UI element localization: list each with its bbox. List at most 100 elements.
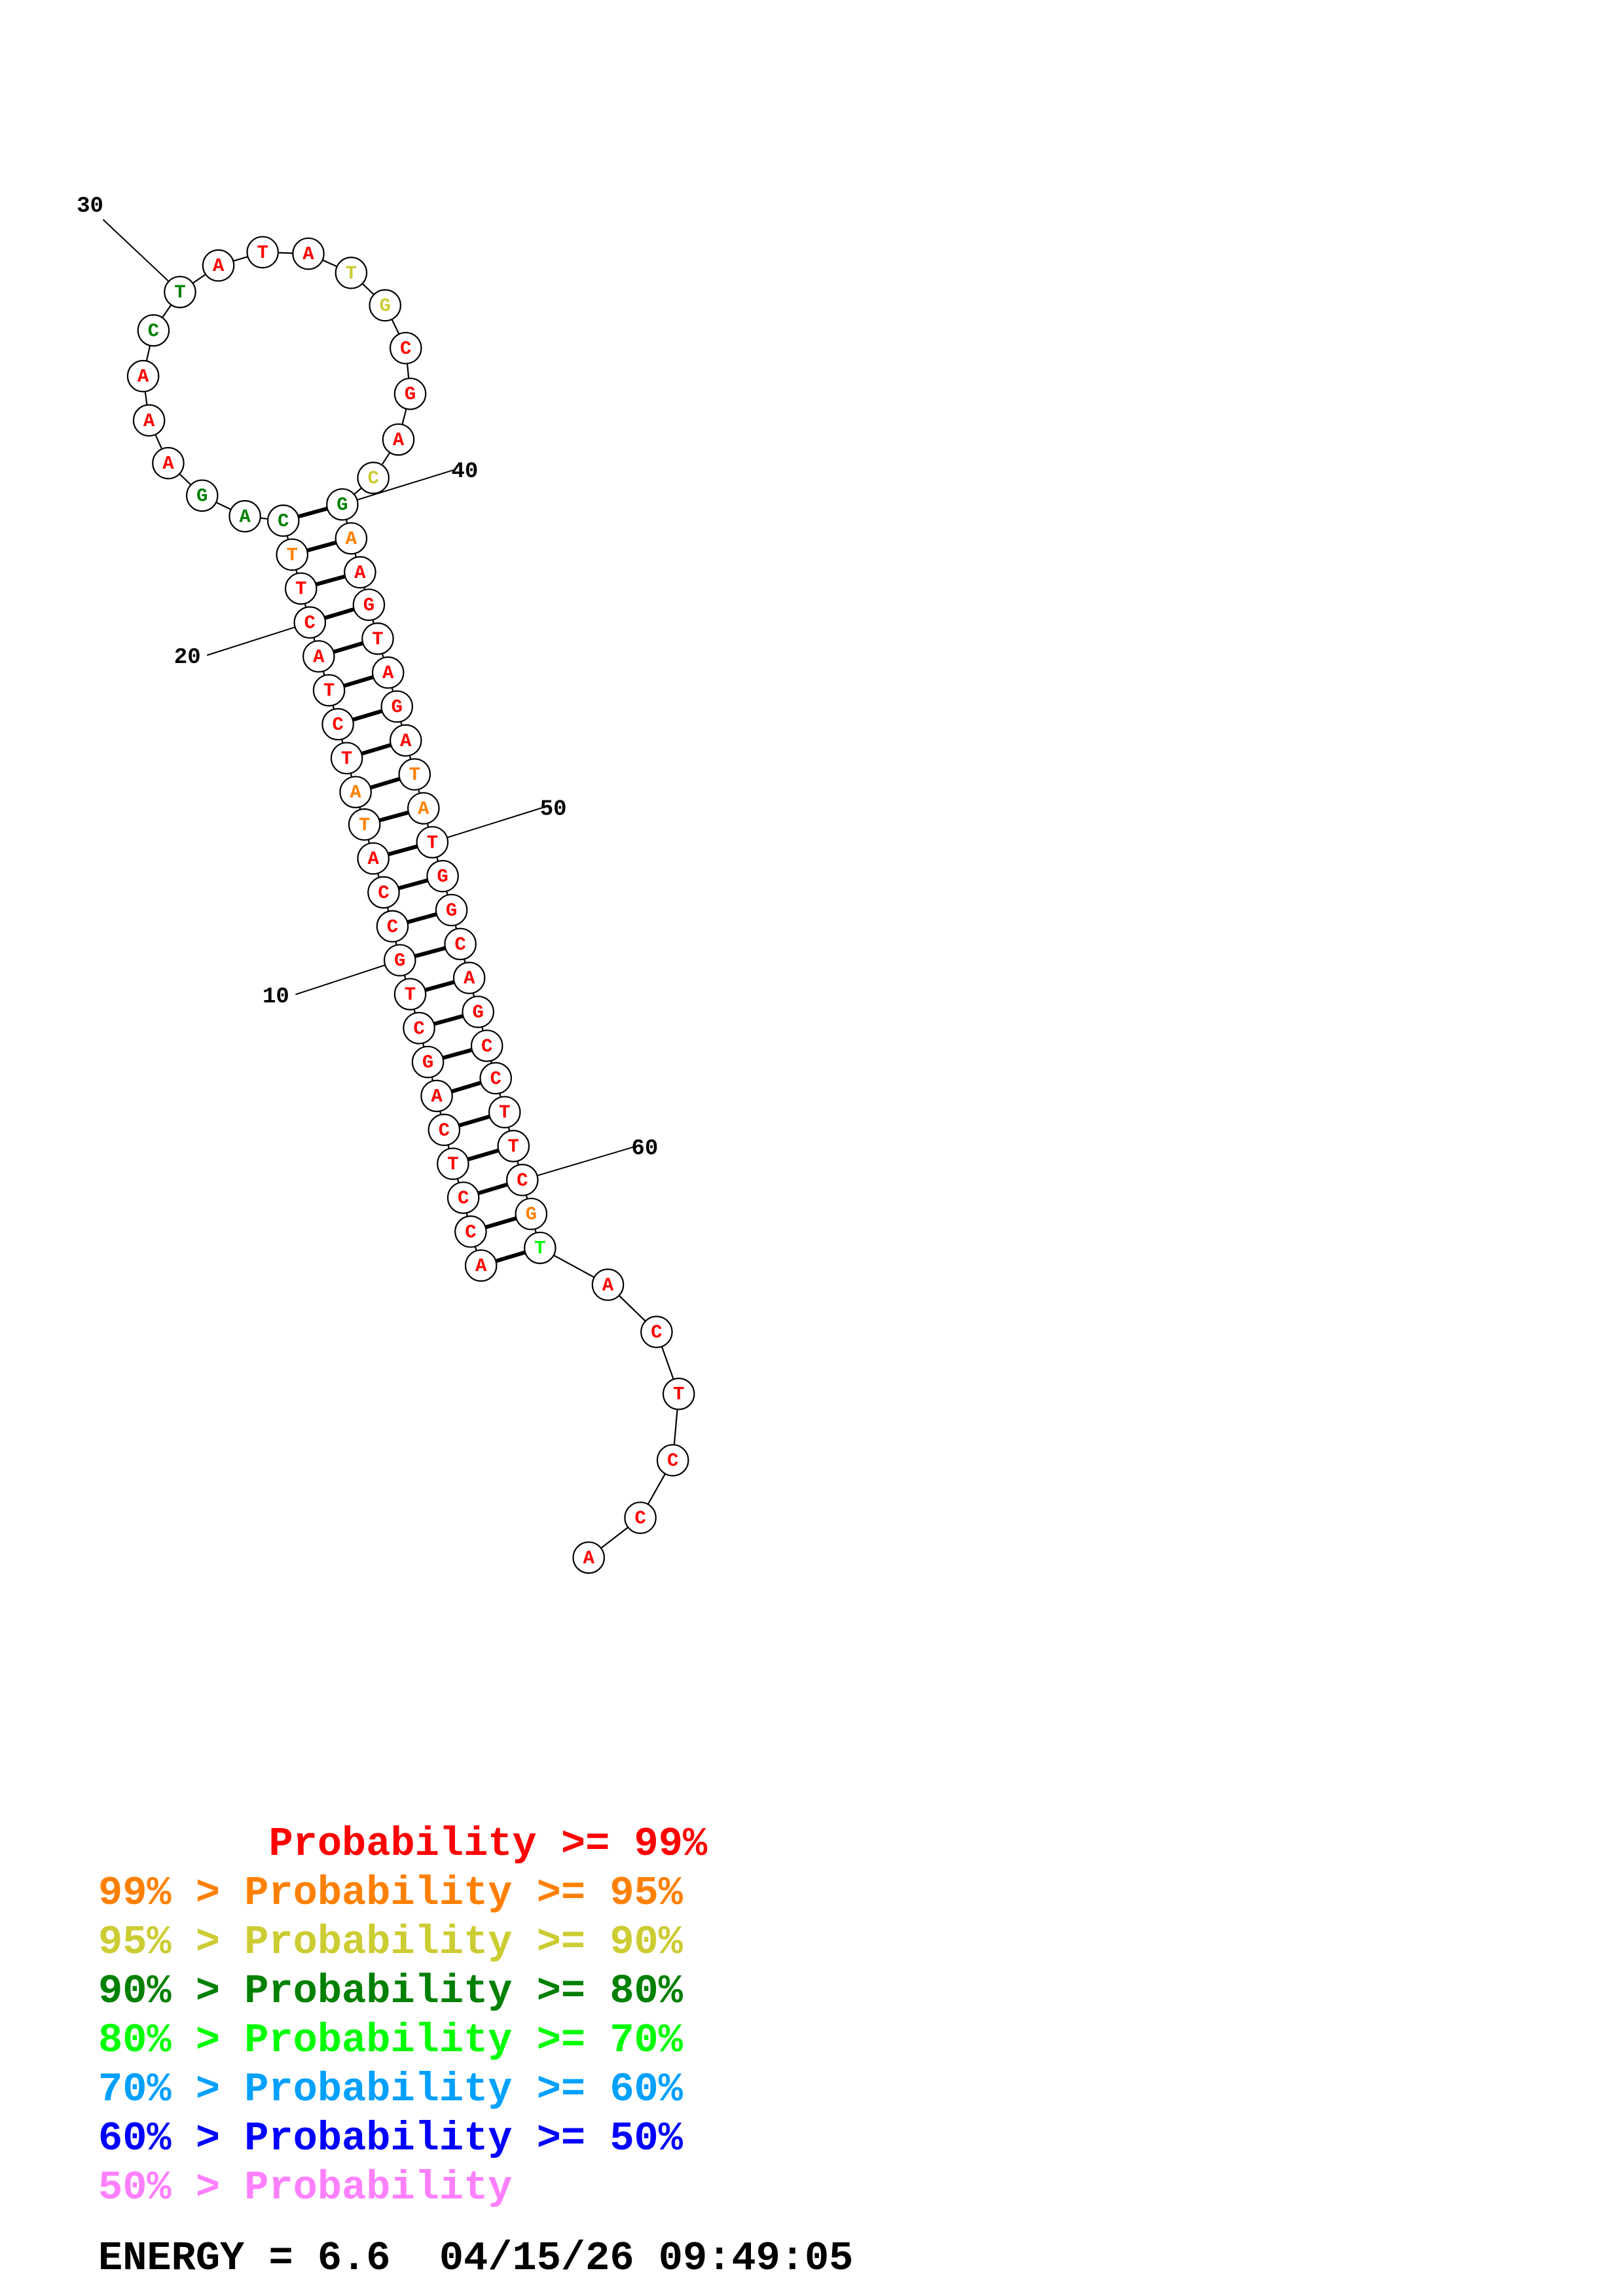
nucleotide-base: A: [213, 255, 225, 277]
nucleotide: G: [411, 1045, 445, 1079]
nucleotide: C: [656, 1444, 689, 1477]
position-leader-line: [342, 469, 456, 505]
nucleotide: A: [464, 1249, 498, 1282]
nucleotide-circle: [302, 640, 335, 673]
position-leader-line: [102, 219, 181, 293]
nucleotide-base: A: [464, 968, 475, 990]
nucleotide-base: G: [379, 295, 390, 317]
position-leader-line: [206, 622, 310, 656]
nucleotide-circle: [137, 314, 170, 347]
nucleotide-base: T: [323, 680, 335, 702]
nucleotide-circle: [393, 978, 427, 1011]
nucleotide: C: [266, 504, 300, 537]
nucleotide-base: G: [437, 866, 448, 888]
nucleotide-base: T: [359, 814, 370, 836]
nucleotide: T: [312, 673, 346, 707]
nucleotide: G: [352, 588, 386, 621]
nucleotide-base: G: [337, 494, 348, 516]
nucleotide-circle: [292, 237, 325, 270]
nucleotide: A: [344, 556, 376, 589]
legend-line: 99% > Probability >= 95%: [98, 1870, 683, 1916]
nucleotide: A: [202, 249, 235, 282]
nucleotide-circle: [185, 479, 219, 512]
nucleotide: G: [435, 893, 468, 927]
nucleotide-base: G: [472, 1001, 483, 1023]
nucleotide-circle: [371, 656, 405, 689]
nucleotide-circle: [335, 257, 368, 289]
nucleotide-circle: [164, 276, 196, 308]
nucleotide-base: A: [382, 662, 394, 684]
nucleotide: A: [302, 640, 335, 673]
nucleotide-circle: [398, 758, 431, 791]
nucleotide-base: T: [346, 262, 357, 284]
nucleotide: T: [524, 1231, 556, 1265]
nucleotide: G: [393, 377, 427, 410]
nucleotide-circle: [454, 1215, 487, 1248]
nucleotide-circle: [352, 588, 386, 621]
position-label: 50: [540, 797, 567, 822]
nucleotide-base: T: [341, 748, 352, 770]
nucleotide-base: G: [363, 594, 374, 616]
nucleotide: A: [152, 446, 185, 480]
nucleotide-base: A: [418, 798, 429, 819]
nucleotide-base: C: [517, 1170, 528, 1191]
nucleotide: C: [624, 1501, 657, 1534]
nucleotide-circle: [152, 446, 185, 480]
nucleotide: T: [164, 276, 196, 308]
nucleotide-circle: [348, 808, 381, 841]
nucleotide-base: A: [350, 782, 361, 804]
nucleotide-circle: [344, 556, 376, 589]
nucleotide: G: [383, 944, 416, 977]
nucleotide-base: C: [651, 1322, 662, 1344]
nucleotide-circle: [361, 622, 394, 655]
nucleotide-base: T: [372, 628, 383, 650]
position-labels: 10 20 30 40 50 60: [77, 194, 658, 1181]
nucleotide: C: [428, 1113, 461, 1147]
nucleotide: T: [335, 257, 368, 289]
nucleotide-base: A: [302, 243, 314, 265]
nucleotide-circle: [383, 944, 416, 977]
nucleotide-circle: [403, 1012, 435, 1045]
nucleotide-circle: [416, 826, 449, 859]
legend-line: Probability >= 99%: [98, 1821, 708, 1867]
nucleotide: A: [382, 423, 415, 456]
nucleotide-base: T: [405, 984, 416, 1005]
nucleotide-circle: [330, 742, 363, 775]
nucleotide-circle: [228, 500, 261, 533]
nucleotide-circle: [591, 1268, 625, 1301]
nucleotide: T: [330, 742, 363, 775]
nucleotide: G: [426, 859, 459, 893]
nucleotide-base: A: [354, 562, 366, 584]
nucleotide: A: [132, 404, 166, 437]
nucleotide-circle: [293, 606, 327, 639]
nucleotide-circle: [393, 377, 427, 410]
nucleotide-circle: [435, 893, 468, 927]
nucleotide-circle: [444, 927, 477, 961]
nucleotide-circle: [376, 910, 409, 943]
nucleotide: A: [335, 522, 368, 555]
nucleotide: C: [389, 332, 422, 365]
nucleotide-base: T: [409, 764, 420, 786]
nucleotide-base: T: [174, 282, 185, 304]
position-label: 60: [631, 1137, 658, 1162]
nucleotide-circle: [624, 1501, 657, 1534]
position-leader-line: [522, 1145, 636, 1181]
nucleotide-circle: [407, 792, 440, 825]
nucleotide: T: [348, 808, 381, 841]
nucleotide-base: A: [393, 429, 405, 451]
nucleotide-base: A: [137, 366, 149, 387]
nucleotide-base: C: [378, 882, 389, 904]
nucleotide-circle: [662, 1377, 695, 1410]
energy-and-timestamp: ENERGY = 6.6 04/15/26 09:49:05: [98, 2235, 854, 2282]
position-label: 10: [263, 984, 289, 1009]
nucleotide: C: [357, 461, 390, 494]
nucleotide: C: [454, 1215, 487, 1248]
legend-line: 90% > Probability >= 80%: [98, 1968, 683, 2015]
nucleotide: T: [246, 236, 279, 269]
nucleotide: A: [371, 656, 405, 689]
nucleotide: C: [403, 1012, 435, 1045]
nucleotide: T: [398, 758, 431, 791]
nucleotide-circle: [515, 1197, 548, 1230]
nucleotide-base: C: [367, 468, 378, 490]
